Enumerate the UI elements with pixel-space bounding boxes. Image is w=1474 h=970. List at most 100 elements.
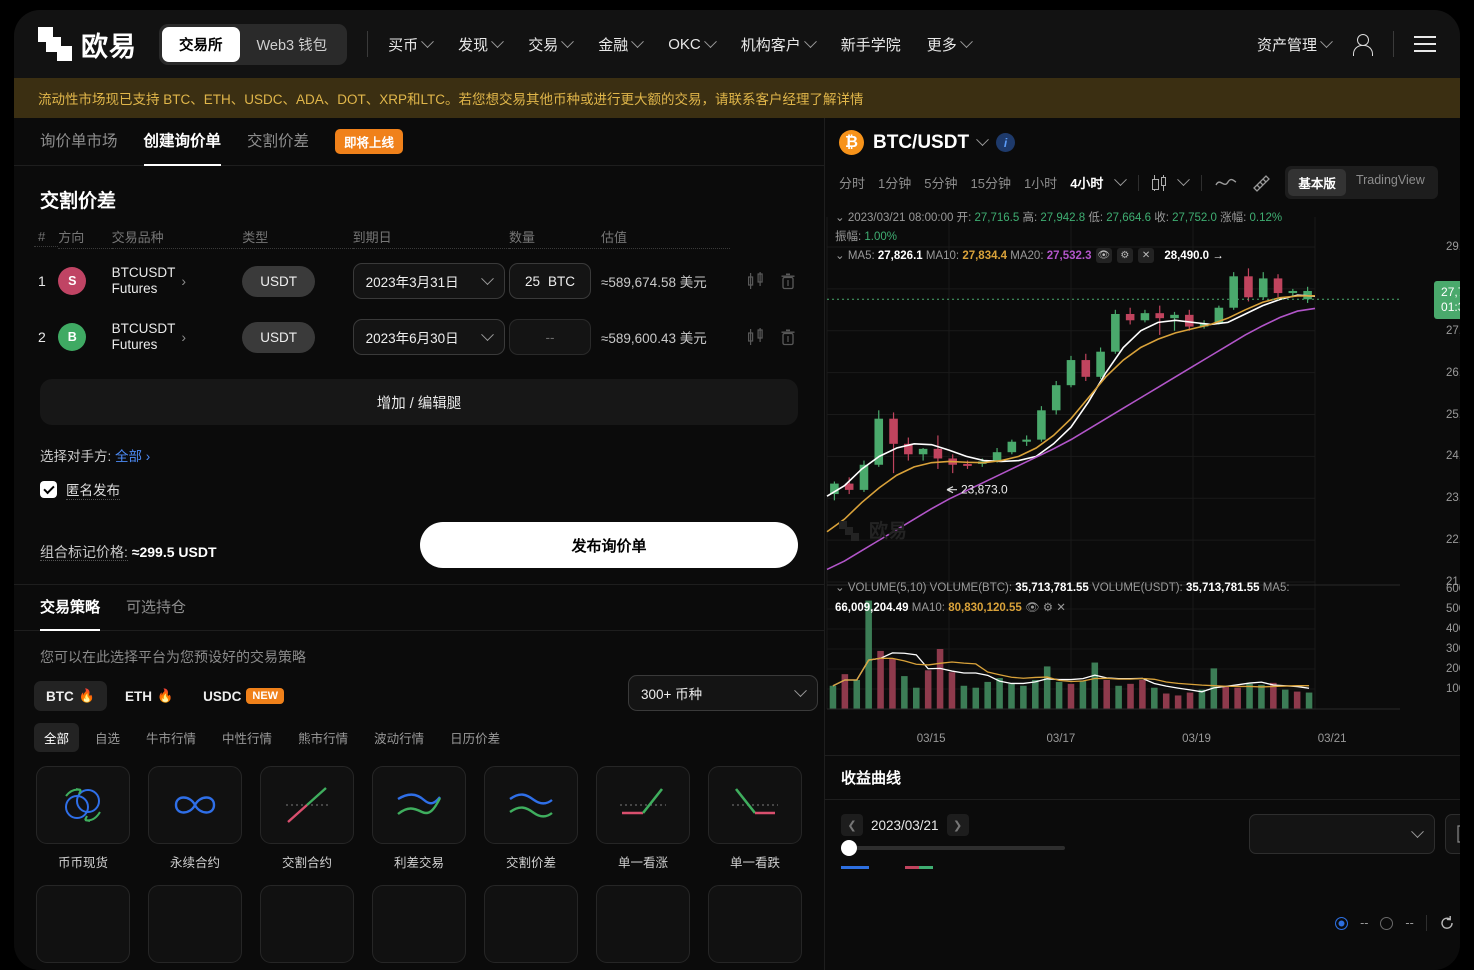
view-mode-tradingview[interactable]: TradingView bbox=[1355, 173, 1425, 187]
strategy-card-row2-5[interactable] bbox=[482, 885, 580, 963]
coin-btc[interactable]: BTC 🔥 bbox=[34, 681, 107, 711]
close-icon[interactable]: ✕ bbox=[1138, 248, 1155, 264]
collapse-caret-icon[interactable]: ⌄ bbox=[835, 249, 845, 262]
strategy-card-row2-4[interactable] bbox=[370, 885, 468, 963]
timeframe-5m[interactable]: 5分钟 bbox=[924, 176, 958, 191]
tab-create-rfq[interactable]: 创建询价单 bbox=[143, 118, 221, 166]
filter-all[interactable]: 全部 bbox=[34, 723, 80, 752]
expiry-select[interactable]: 2023年3月31日 bbox=[352, 263, 505, 299]
type-pill[interactable]: USDT bbox=[242, 265, 315, 297]
filter-favorites[interactable]: 自选 bbox=[95, 732, 121, 746]
nav-okc[interactable]: OKC bbox=[668, 34, 717, 53]
strategy-card-spot[interactable]: 币币现货 bbox=[34, 766, 132, 871]
candlestick-icon[interactable] bbox=[748, 328, 764, 346]
date-slider[interactable] bbox=[841, 840, 1065, 856]
gear-icon[interactable]: ⚙ bbox=[1042, 601, 1054, 614]
nav-buy-crypto[interactable]: 买币 bbox=[388, 34, 435, 55]
prev-date-button[interactable]: ❮ bbox=[841, 814, 863, 836]
timeframe-1h[interactable]: 1小时 bbox=[1023, 176, 1058, 191]
tab-delivery-spread[interactable]: 交割价差 bbox=[247, 132, 310, 150]
collapse-caret-icon[interactable]: ⌄ bbox=[835, 582, 845, 594]
direction-toggle[interactable]: B bbox=[58, 323, 111, 351]
trash-icon[interactable] bbox=[780, 328, 796, 346]
mark-price-label: 组合标记价格: bbox=[40, 544, 128, 561]
info-icon[interactable]: i bbox=[996, 133, 1016, 152]
document-search-icon[interactable] bbox=[1444, 814, 1460, 854]
filter-neutral[interactable]: 中性行情 bbox=[222, 732, 273, 746]
anonymous-checkbox[interactable] bbox=[40, 481, 57, 498]
strategy-card-row2-3[interactable] bbox=[258, 885, 356, 963]
timeframe-1m[interactable]: 1分钟 bbox=[878, 176, 912, 191]
refresh-icon[interactable] bbox=[1439, 915, 1455, 931]
nav-asset-management[interactable]: 资产管理 bbox=[1257, 34, 1333, 55]
submit-rfq-button[interactable]: 发布询价单 bbox=[420, 522, 798, 568]
radio-option-a[interactable] bbox=[1335, 916, 1349, 930]
segment-exchange[interactable]: 交易所 bbox=[162, 26, 240, 62]
type-pill[interactable]: USDT bbox=[242, 321, 315, 353]
direction-toggle[interactable]: S bbox=[58, 267, 111, 295]
candlestick-icon[interactable] bbox=[748, 272, 764, 290]
eye-icon[interactable]: 👁 bbox=[1024, 601, 1040, 614]
nav-trade[interactable]: 交易 bbox=[528, 34, 575, 55]
add-edit-leg-button[interactable]: 增加 / 编辑腿 bbox=[40, 379, 798, 425]
coin-usdc[interactable]: USDC NEW bbox=[191, 681, 296, 711]
eye-icon[interactable]: 👁 bbox=[1095, 248, 1112, 264]
timeframe-4h[interactable]: 4小时 bbox=[1070, 176, 1104, 191]
nav-discover[interactable]: 发现 bbox=[458, 34, 505, 55]
strategy-card-perpetual[interactable]: 永续合约 bbox=[146, 766, 244, 871]
symbol-selector[interactable]: BTCUSDT Futures › bbox=[112, 321, 243, 352]
counterparty-link[interactable]: 全部 bbox=[115, 449, 143, 464]
expiry-select[interactable]: 2023年6月30日 bbox=[352, 319, 505, 355]
filter-calendar-spread[interactable]: 日历价差 bbox=[450, 732, 501, 746]
strategy-card-long-put[interactable]: 单一看跌 bbox=[706, 766, 804, 871]
view-mode-basic[interactable]: 基本版 bbox=[1288, 169, 1346, 196]
tab-rfq-market[interactable]: 询价单市场 bbox=[40, 132, 118, 150]
filter-bull[interactable]: 牛市行情 bbox=[146, 732, 197, 746]
user-account-icon[interactable] bbox=[1351, 33, 1373, 56]
price-chart[interactable]: ⌄ 2023/03/21 08:00:00 开: 27,716.5 高: 27,… bbox=[825, 207, 1460, 755]
chevron-down-icon[interactable] bbox=[976, 133, 989, 147]
hamburger-menu-icon[interactable] bbox=[1414, 31, 1436, 56]
strategy-card-row2-2[interactable] bbox=[146, 885, 244, 963]
timeframe-line[interactable]: 分时 bbox=[839, 176, 866, 191]
strategy-card-row2-1[interactable] bbox=[34, 885, 132, 963]
filter-volatility[interactable]: 波动行情 bbox=[374, 732, 425, 746]
brand-logo[interactable]: 欧易 bbox=[38, 25, 137, 64]
segment-web3-wallet[interactable]: Web3 钱包 bbox=[256, 37, 328, 54]
nav-finance[interactable]: 金融 bbox=[598, 34, 645, 55]
timeframe-15m[interactable]: 15分钟 bbox=[970, 176, 1011, 191]
chart-canvas[interactable]: 23,873.0 欧易 bbox=[825, 207, 1400, 755]
nav-more[interactable]: 更多 bbox=[927, 34, 973, 55]
coin-eth[interactable]: ETH 🔥 bbox=[124, 688, 174, 704]
symbol-selector[interactable]: BTCUSDT Futures › bbox=[112, 265, 243, 296]
strategy-card-futures[interactable]: 交割合约 bbox=[258, 766, 356, 871]
candlestick-type-icon[interactable] bbox=[1152, 174, 1167, 191]
strategy-card-spread-trade[interactable]: 利差交易 bbox=[370, 766, 468, 871]
chevron-down-icon[interactable] bbox=[1177, 173, 1191, 187]
strategy-card-long-call[interactable]: 单一看涨 bbox=[594, 766, 692, 871]
gear-icon[interactable]: ⚙ bbox=[1116, 248, 1133, 264]
trash-icon[interactable] bbox=[780, 272, 796, 290]
nav-academy[interactable]: 新手学院 bbox=[840, 36, 901, 54]
tab-optional-positions[interactable]: 可选持仓 bbox=[126, 599, 187, 616]
chevron-down-icon[interactable] bbox=[1114, 173, 1128, 187]
indicator-wave-icon[interactable] bbox=[1215, 176, 1237, 190]
collapse-caret-icon[interactable]: ⌄ bbox=[835, 212, 845, 224]
filter-bear[interactable]: 熊市行情 bbox=[298, 732, 349, 746]
yield-curve-title: 收益曲线 bbox=[825, 756, 1460, 800]
yield-curve-select[interactable] bbox=[1248, 814, 1435, 854]
quantity-input[interactable]: 25 BTC bbox=[509, 263, 591, 299]
next-date-button[interactable]: ❯ bbox=[946, 814, 969, 836]
quantity-input[interactable]: -- bbox=[509, 319, 591, 355]
radio-option-b[interactable] bbox=[1380, 916, 1394, 930]
nav-institutional[interactable]: 机构客户 bbox=[741, 34, 817, 55]
strategy-card-row2-7[interactable] bbox=[706, 885, 804, 963]
close-icon[interactable]: ✕ bbox=[1056, 601, 1066, 614]
slider-knob[interactable] bbox=[841, 840, 857, 856]
strategy-card-row2-6[interactable] bbox=[594, 885, 692, 963]
drawing-tools-icon[interactable] bbox=[1250, 174, 1272, 192]
strategy-card-delivery-spread[interactable]: 交割价差 bbox=[482, 766, 580, 871]
tab-trading-strategy[interactable]: 交易策略 bbox=[40, 585, 101, 631]
pair-name: BTC/USDT bbox=[873, 131, 970, 153]
coin-count-select[interactable]: 300+ 币种 bbox=[628, 675, 818, 711]
